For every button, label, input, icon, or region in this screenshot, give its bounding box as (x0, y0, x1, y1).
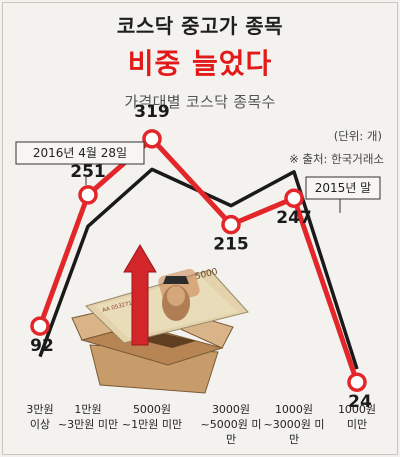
chart-subtitle: 가격대별 코스닥 종목수 (124, 93, 276, 111)
data-point (284, 188, 304, 208)
data-point (30, 316, 50, 336)
data-label: 215 (213, 235, 249, 255)
callout-2015: 2015년 말 (305, 176, 381, 213)
series-line-2015 (38, 167, 359, 370)
title-line-2: 비중 늘었다 (127, 47, 273, 80)
x-tick-label: 1만원 ~3만원 미만 (57, 403, 119, 431)
x-tick-label: 3만원 이상 (26, 403, 54, 431)
data-point (142, 129, 162, 149)
legend-2016-label: 2016년 4월 28일 (33, 146, 127, 160)
data-point (221, 214, 241, 235)
series-line-2016 (37, 136, 360, 384)
x-tick-label: 5000원 ~1만원 미만 (121, 403, 183, 431)
data-label: 92 (30, 336, 54, 356)
data-label: 319 (134, 102, 170, 122)
data-label: 251 (70, 162, 106, 182)
x-tick-label: 3000원 ~5000원 미만 (200, 403, 262, 446)
data-label: 247 (276, 208, 312, 228)
unit-note: (단위: 개) (333, 129, 382, 143)
data-point (78, 185, 98, 205)
title-line-1: 코스닥 중고가 종목 (116, 14, 284, 38)
x-tick-label: 1000원 미만 (337, 403, 377, 431)
up-arrow (123, 244, 157, 346)
data-point (347, 372, 367, 392)
legend-2015-label: 2015년 말 (315, 181, 371, 195)
callout-2016: 2016년 4월 28일 (15, 141, 145, 185)
data-label: 24 (348, 392, 372, 412)
x-tick-label: 1000원 ~3000원 미만 (263, 403, 325, 446)
source-note: ※ 출처: 한국거래소 (289, 152, 384, 166)
